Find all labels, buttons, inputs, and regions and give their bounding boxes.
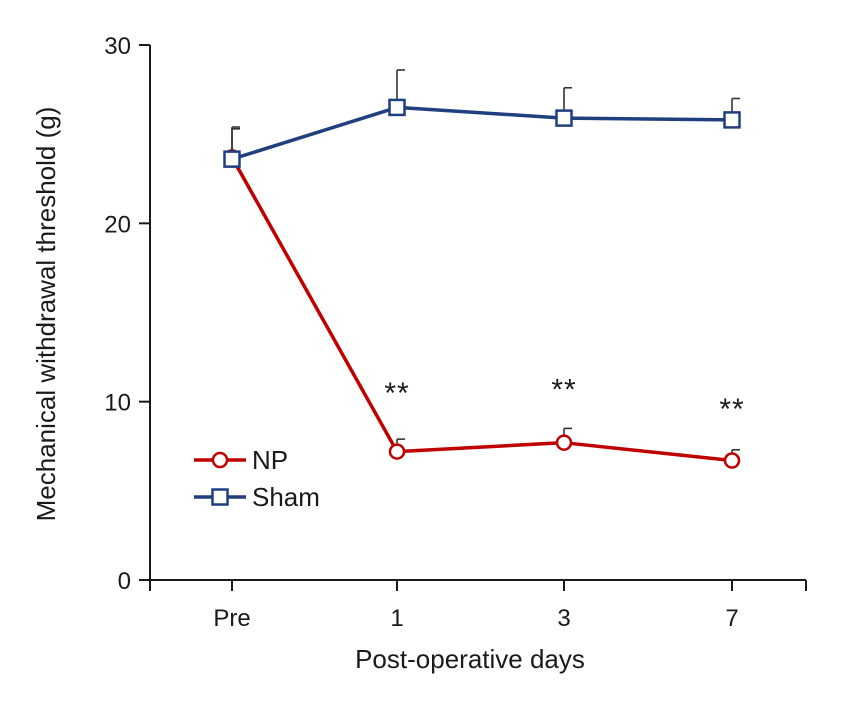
y-tick-label-0: 0 [118, 568, 131, 595]
significance-annotation-0: ** [384, 377, 409, 410]
significance-annotation-1: ** [551, 373, 576, 406]
data-point-np-3 [723, 452, 741, 469]
legend-marker-sham [211, 488, 229, 506]
series-line-np [230, 156, 733, 463]
y-ticks: 0 10 20 30 [104, 33, 150, 595]
data-point-sham-3 [723, 111, 741, 129]
data-point-sham-2 [555, 109, 573, 127]
data-point-np-2 [555, 434, 573, 451]
legend-marker-np [211, 451, 229, 469]
series-np [223, 128, 741, 469]
data-point-sham-1 [388, 98, 406, 117]
y-tick-label-2: 20 [104, 211, 131, 238]
x-ticks: Pre 1 3 7 [149, 580, 807, 632]
data-point-np-1 [388, 443, 406, 460]
y-tick-label-3: 30 [104, 33, 131, 60]
y-tick-label-1: 10 [104, 390, 131, 417]
x-tick-label-1: 1 [390, 605, 403, 632]
legend-label-np: NP [252, 445, 288, 475]
series-sham [223, 69, 741, 168]
x-axis-title: Post-operative days [355, 644, 585, 674]
legend-label-sham: Sham [252, 482, 320, 512]
annotation-layer: ** ** ** [384, 373, 744, 426]
series-layer [223, 69, 741, 469]
x-tick-label-0: Pre [213, 605, 250, 632]
axes [149, 45, 806, 581]
legend: NP Sham [194, 445, 320, 512]
x-tick-label-2: 3 [557, 605, 570, 632]
y-axis-title: Mechanical withdrawal threshold (g) [31, 107, 61, 522]
data-point-sham-0 [223, 150, 241, 168]
x-tick-label-3: 7 [725, 605, 738, 632]
significance-annotation-2: ** [719, 393, 744, 426]
series-line-sham [231, 105, 733, 161]
